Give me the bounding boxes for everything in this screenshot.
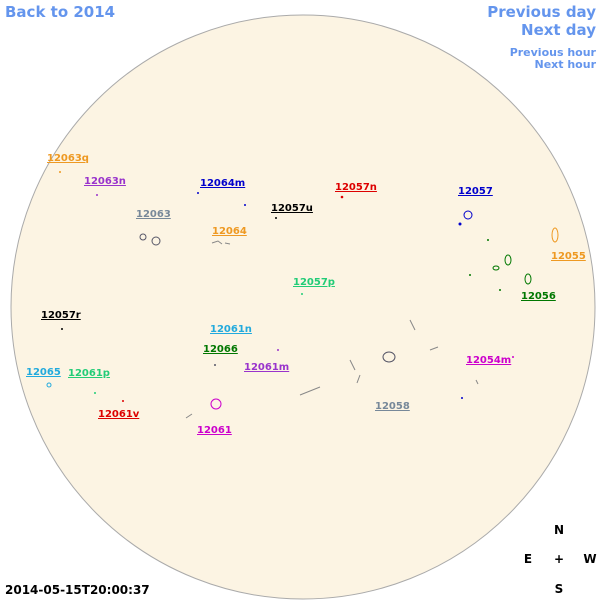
region-label[interactable]: 12061m bbox=[244, 362, 289, 373]
region-label[interactable]: 12058 bbox=[375, 401, 410, 412]
region-label[interactable]: 12057p bbox=[293, 277, 335, 288]
region-label[interactable]: 12061n bbox=[210, 324, 252, 335]
compass-north: N bbox=[554, 523, 564, 537]
compass-west: W bbox=[583, 552, 596, 566]
previous-hour-link[interactable]: Previous hour bbox=[510, 46, 597, 59]
compass-south: S bbox=[555, 582, 564, 596]
region-label[interactable]: 12065 bbox=[26, 367, 61, 378]
spot-contours bbox=[46, 210, 559, 419]
spot-dots bbox=[59, 171, 514, 402]
previous-day-link[interactable]: Previous day bbox=[487, 3, 596, 21]
region-label[interactable]: 12057r bbox=[41, 310, 81, 321]
region-labels: 12063q 12063n 12064m 12057n 12057 12063 … bbox=[26, 153, 586, 436]
region-label[interactable]: 12057u bbox=[271, 203, 313, 214]
region-label[interactable]: 12057n bbox=[335, 182, 377, 193]
region-label[interactable]: 12066 bbox=[203, 344, 238, 355]
region-label[interactable]: 12063q bbox=[47, 153, 89, 164]
next-hour-link[interactable]: Next hour bbox=[535, 58, 597, 71]
region-label[interactable]: 12064m bbox=[200, 178, 245, 189]
region-label[interactable]: 12054m bbox=[466, 355, 511, 366]
solar-disk bbox=[10, 14, 596, 600]
region-label[interactable]: 12061 bbox=[197, 425, 232, 436]
region-label[interactable]: 12055 bbox=[551, 251, 586, 262]
region-label[interactable]: 12056 bbox=[521, 291, 556, 302]
region-label[interactable]: 12063 bbox=[136, 209, 171, 220]
next-day-link[interactable]: Next day bbox=[521, 21, 596, 39]
back-link[interactable]: Back to 2014 bbox=[5, 3, 115, 21]
timestamp: 2014-05-15T20:00:37 bbox=[5, 583, 150, 597]
region-label[interactable]: 12063n bbox=[84, 176, 126, 187]
compass-east: E bbox=[524, 552, 532, 566]
region-label[interactable]: 12064 bbox=[212, 226, 247, 237]
region-label[interactable]: 12061v bbox=[98, 409, 140, 420]
region-label[interactable]: 12057 bbox=[458, 186, 493, 197]
region-label[interactable]: 12061p bbox=[68, 368, 110, 379]
compass-center: + bbox=[554, 552, 564, 566]
